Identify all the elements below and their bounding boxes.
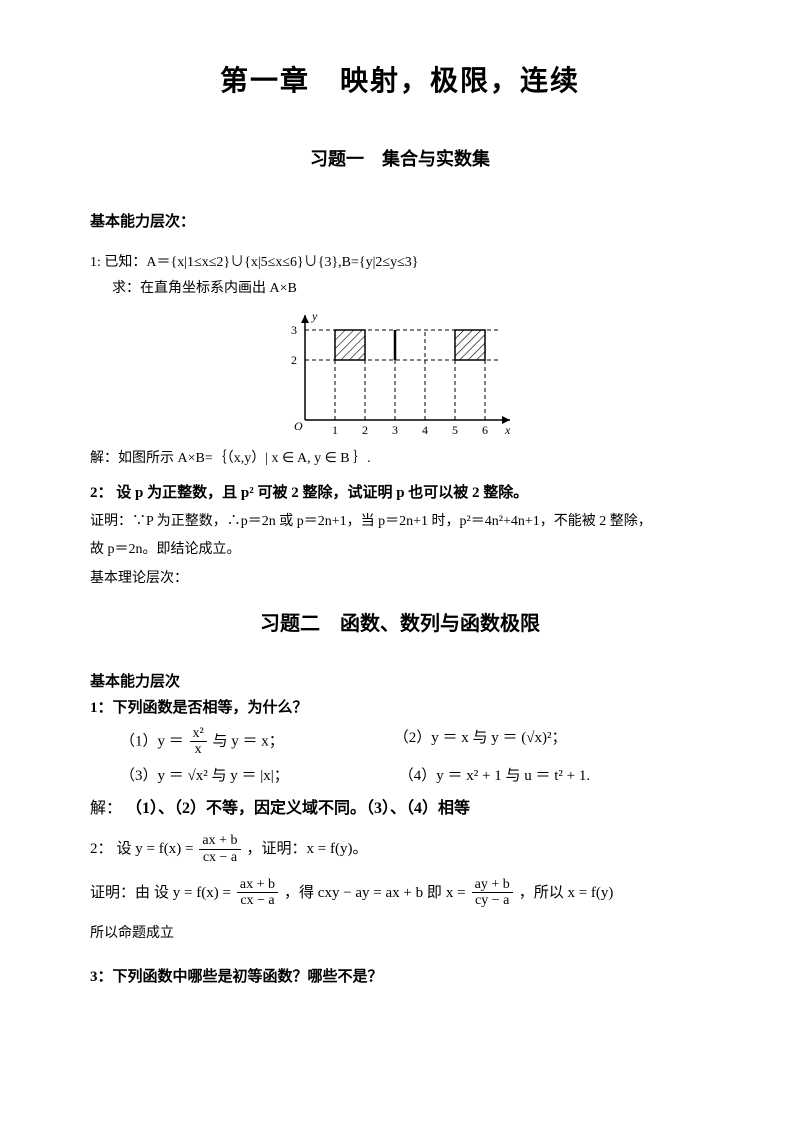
q2-text-a: 设 y = f(x) = bbox=[117, 837, 194, 861]
svg-text:4: 4 bbox=[422, 423, 428, 437]
solution-text: 解：如图所示 A×B=｛（x,y）| x ∈ A, y ∈ B ｝. bbox=[90, 451, 371, 466]
q2-prefix: 2： bbox=[90, 837, 113, 861]
svg-text:x: x bbox=[504, 423, 511, 437]
q2-proof-frac2-den: cy − a bbox=[472, 893, 512, 908]
problem-2-proof2: 故 p＝2n。即结论成立。 bbox=[90, 539, 710, 561]
q1-item1: （1）y ＝ x² x 与 y ＝ x； bbox=[120, 726, 284, 758]
problem-2-header: 2： 设 p 为正整数，且 p² 可被 2 整除，试证明 p 也可以被 2 整除… bbox=[90, 481, 710, 505]
svg-text:3: 3 bbox=[291, 323, 297, 337]
svg-text:1: 1 bbox=[332, 423, 338, 437]
q1-row2: （3）y ＝ √x² 与 y ＝ |x|； （4）y ＝ x² + 1 与 u … bbox=[90, 764, 710, 788]
q2-proof-mid: ，得 cxy − ay = ax + b 即 bbox=[284, 881, 442, 905]
q2-frac-num: ax + b bbox=[199, 833, 240, 849]
problem-2-proof1: 证明：∵P 为正整数，∴p＝2n 或 p＝2n+1，当 p＝2n+1 时，p²＝… bbox=[90, 511, 710, 533]
p2-label: 2： bbox=[90, 485, 113, 501]
q2-proof-frac2: ay + b cy − a bbox=[472, 877, 513, 909]
q1-frac1-num: x² bbox=[190, 726, 207, 742]
q1-answer-text: （1）、（2）不等，因定义域不同。（3）、（4）相等 bbox=[126, 800, 470, 817]
q2-text-b: ，证明：x = f(y)。 bbox=[247, 837, 368, 861]
q2-frac: ax + b cx − a bbox=[199, 833, 240, 865]
q2-proof-frac1-num: ax + b bbox=[237, 877, 278, 893]
q1-item4: （4）y ＝ x² + 1 与 u ＝ t² + 1. bbox=[399, 764, 590, 788]
q2-proof-frac1: ax + b cx − a bbox=[237, 877, 278, 909]
q1-frac1-den: x bbox=[192, 742, 205, 757]
level-header-2: 基本能力层次 bbox=[90, 670, 710, 694]
q2-proof-y: 设 y = f(x) = bbox=[154, 881, 231, 905]
q3-header: 3：下列函数中哪些是初等函数？哪些不是？ bbox=[90, 965, 710, 989]
q1-item2: （2）y ＝ x 与 y ＝ (√x)²； bbox=[394, 726, 567, 758]
cartesian-graph: O y x 1 2 3 4 5 6 2 3 bbox=[280, 310, 520, 440]
graph-container: O y x 1 2 3 4 5 6 2 3 bbox=[90, 310, 710, 440]
problem-1-line1: 1: 已知：A＝{x|1≤x≤2}∪{x|5≤x≤6}∪{3},B={y|2≤y… bbox=[90, 252, 710, 274]
svg-text:6: 6 bbox=[482, 423, 488, 437]
theory-level: 基本理论层次： bbox=[90, 568, 710, 590]
q2-proof: 证明：由 设 y = f(x) = ax + b cx − a ，得 cxy −… bbox=[90, 877, 710, 909]
svg-text:2: 2 bbox=[362, 423, 368, 437]
q2-proof-xeq: x = bbox=[446, 881, 466, 905]
q2-proof-prefix: 证明：由 bbox=[90, 881, 150, 905]
p2-text: 设 p 为正整数，且 p² 可被 2 整除，试证明 p 也可以被 2 整除。 bbox=[116, 485, 528, 501]
section1-title: 习题一 集合与实数集 bbox=[90, 145, 710, 174]
q2-proof-frac1-den: cx − a bbox=[237, 893, 277, 908]
q2-line: 2： 设 y = f(x) = ax + b cx − a ，证明：x = f(… bbox=[90, 833, 710, 865]
svg-text:y: y bbox=[311, 310, 318, 323]
svg-text:5: 5 bbox=[452, 423, 458, 437]
q1-item1-tail: 与 y ＝ x； bbox=[212, 733, 283, 749]
q2-proof-tail: ，所以 x = f(y) bbox=[519, 881, 614, 905]
q1-answer: 解： （1）、（2）不等，因定义域不同。（3）、（4）相等 bbox=[90, 796, 710, 822]
q1-answer-prefix: 解： bbox=[90, 800, 122, 817]
svg-text:3: 3 bbox=[392, 423, 398, 437]
q2-conclusion: 所以命题成立 bbox=[90, 923, 710, 945]
q1-item3: （3）y ＝ √x² 与 y ＝ |x|； bbox=[120, 764, 289, 788]
problem-1-solution: 解：如图所示 A×B=｛（x,y）| x ∈ A, y ∈ B ｝. bbox=[90, 448, 710, 470]
q2-frac-den: cx − a bbox=[200, 850, 240, 865]
section2-title: 习题二 函数、数列与函数极限 bbox=[90, 608, 710, 640]
level-header-1: 基本能力层次： bbox=[90, 210, 710, 234]
q2-proof-frac2-num: ay + b bbox=[472, 877, 513, 893]
q1-frac1: x² x bbox=[190, 726, 207, 758]
svg-text:2: 2 bbox=[291, 353, 297, 367]
problem-1-line2: 求：在直角坐标系内画出 A×B bbox=[90, 278, 710, 300]
q1-row1: （1）y ＝ x² x 与 y ＝ x； （2）y ＝ x 与 y ＝ (√x)… bbox=[90, 726, 710, 758]
chapter-title: 第一章 映射，极限，连续 bbox=[90, 60, 710, 105]
q1-item1-pre: （1）y ＝ bbox=[120, 733, 184, 749]
q1-header: 1：下列函数是否相等，为什么？ bbox=[90, 696, 710, 720]
svg-text:O: O bbox=[294, 419, 303, 433]
